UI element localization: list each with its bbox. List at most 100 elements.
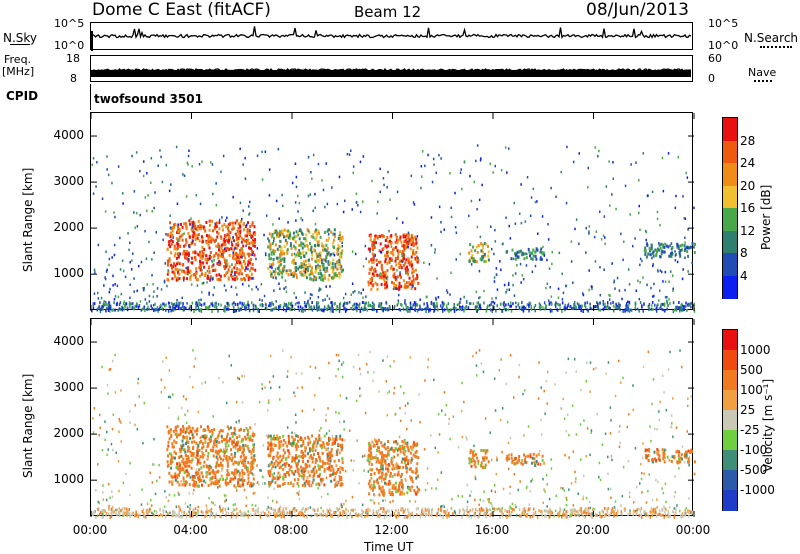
echo-cell	[367, 442, 370, 446]
echo-cell	[299, 305, 302, 309]
echo-cell	[405, 303, 407, 307]
echo-cell	[358, 302, 361, 306]
echo-cell	[414, 277, 417, 281]
echo-cell	[242, 303, 244, 307]
echo-cell	[624, 288, 626, 292]
echo-cell	[235, 242, 238, 246]
echo-cell	[477, 308, 479, 312]
echo-cell	[317, 452, 320, 455]
echo-cell	[516, 250, 519, 254]
echo-cell	[453, 305, 456, 309]
echo-cell	[398, 465, 401, 469]
echo-cell	[129, 302, 131, 306]
echo-cell	[242, 244, 245, 248]
echo-cell	[670, 270, 672, 273]
echo-cell	[403, 447, 405, 451]
echo-cell	[308, 439, 310, 443]
echo-cell	[477, 459, 480, 463]
echo-cell	[318, 254, 321, 258]
echo-cell	[338, 175, 341, 179]
echo-cell	[315, 267, 317, 270]
power-ytick-label: 4000	[53, 128, 84, 143]
echo-cell	[639, 228, 641, 231]
echo-cell	[188, 235, 191, 239]
echo-cell	[689, 451, 692, 455]
echo-cell	[152, 283, 154, 286]
echo-cell	[371, 284, 374, 288]
echo-cell	[213, 428, 216, 432]
echo-cell	[374, 281, 377, 285]
echo-cell	[468, 457, 471, 461]
echo-cell	[668, 280, 670, 283]
echo-cell	[495, 296, 497, 300]
echo-cell	[384, 461, 387, 465]
echo-cell	[241, 480, 244, 484]
echo-cell	[417, 487, 420, 491]
echo-cell	[209, 440, 212, 444]
echo-cell	[163, 279, 166, 283]
echo-cell	[662, 189, 665, 193]
echo-cell	[231, 263, 233, 266]
echo-cell	[170, 301, 173, 305]
echo-cell	[331, 441, 334, 445]
echo-cell	[212, 192, 214, 196]
echo-cell	[367, 458, 370, 461]
echo-cell	[224, 219, 227, 222]
echo-cell	[167, 260, 170, 264]
echo-cell	[97, 500, 99, 504]
echo-cell	[332, 307, 334, 311]
echo-cell	[270, 272, 273, 276]
echo-cell	[357, 304, 359, 307]
echo-cell	[410, 287, 413, 290]
echo-cell	[212, 501, 214, 505]
echo-cell	[211, 265, 214, 269]
echo-cell	[242, 209, 244, 212]
echo-cell	[397, 238, 400, 242]
echo-cell	[540, 386, 542, 389]
echo-cell	[406, 233, 409, 237]
echo-cell	[627, 268, 630, 271]
echo-cell	[300, 444, 303, 448]
echo-cell	[681, 243, 684, 247]
echo-cell	[209, 471, 212, 475]
echo-cell	[361, 455, 364, 458]
echo-cell	[672, 287, 674, 291]
echo-cell	[201, 483, 203, 487]
echo-cell	[315, 458, 317, 461]
cpid-value: twofsound 3501	[94, 92, 203, 106]
echo-cell	[212, 293, 214, 297]
echo-cell	[328, 437, 331, 441]
echo-cell	[321, 274, 324, 278]
echo-cell	[469, 174, 471, 178]
echo-cell	[184, 454, 187, 458]
echo-cell	[248, 232, 251, 235]
echo-cell	[678, 252, 681, 256]
echo-cell	[201, 291, 203, 294]
echo-cell	[396, 303, 398, 307]
echo-cell	[319, 253, 322, 257]
echo-cell	[183, 471, 186, 475]
echo-cell	[616, 304, 618, 308]
echo-cell	[182, 448, 185, 452]
echo-cell	[186, 257, 188, 261]
echo-cell	[227, 240, 230, 244]
freq-tick-bottom: 8	[70, 72, 77, 85]
echo-cell	[405, 243, 408, 247]
echo-cell	[380, 466, 383, 470]
echo-cell	[274, 249, 277, 253]
echo-cell	[299, 243, 302, 247]
echo-cell	[339, 232, 341, 236]
echo-cell	[302, 309, 305, 313]
echo-cell	[232, 477, 235, 481]
echo-cell	[170, 231, 173, 235]
echo-cell	[354, 252, 357, 256]
echo-cell	[493, 306, 495, 310]
echo-cell	[392, 499, 394, 503]
echo-cell	[323, 469, 326, 473]
echo-cell	[305, 233, 308, 237]
echo-cell	[570, 240, 573, 243]
echo-cell	[176, 202, 179, 205]
echo-cell	[328, 274, 331, 277]
echo-cell	[371, 440, 374, 444]
echo-cell	[341, 235, 344, 239]
